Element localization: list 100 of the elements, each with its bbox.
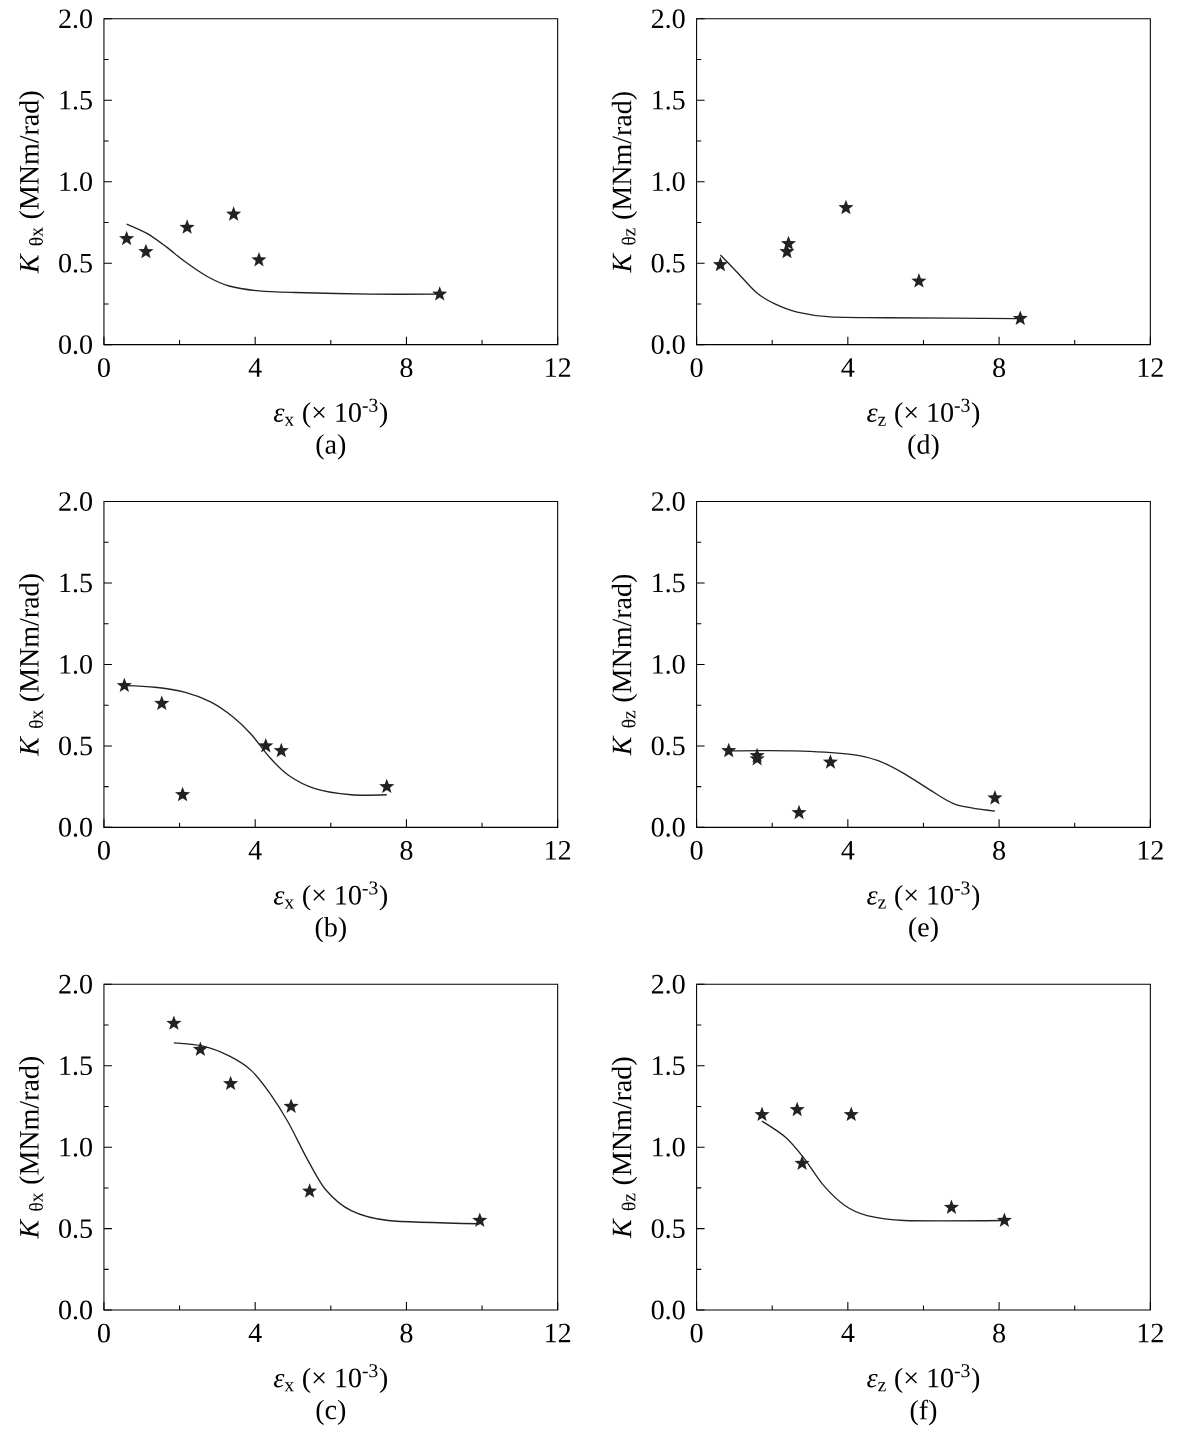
y-axis-title: K $_{θz}$ (MNm/rad) [611, 92, 637, 273]
x-tick-label: 12 [545, 1323, 570, 1343]
y-axis-title: K $_{θx}$ (MNm/rad) [18, 574, 45, 757]
y-tick-label: 1.5 [653, 573, 685, 593]
x-tick-label: 8 [400, 358, 413, 378]
text: (a) [316, 434, 345, 460]
point [720, 742, 737, 758]
text: (b) [315, 916, 346, 943]
x-axis-title: ε$_{x}$ (× 10$^{-3}$) [273, 398, 387, 428]
y-tick-label: 0.0 [651, 335, 685, 355]
point [431, 286, 448, 301]
y-tick-label: 0.5 [58, 1219, 92, 1239]
x-tick-label: 12 [1138, 840, 1163, 860]
x-tick-label: 0 [690, 358, 703, 378]
y-tick-label: 0.5 [58, 736, 92, 756]
y-tick-label: 2.0 [59, 974, 92, 994]
x-tick-label: 4 [841, 840, 855, 860]
point [791, 804, 807, 820]
point [273, 742, 289, 758]
point [911, 273, 927, 288]
y-tick-label: 1.5 [653, 90, 685, 110]
point [712, 256, 728, 272]
y-tick-label: 2.0 [651, 9, 685, 29]
point [166, 1015, 182, 1030]
x-tick-label: 4 [248, 358, 262, 377]
x-tick-label: 4 [248, 840, 262, 860]
point [780, 235, 796, 251]
y-tick-label: 1.0 [60, 654, 92, 674]
point [996, 1212, 1012, 1227]
y-axis-title: K $_{θx}$ (MNm/rad) [18, 1057, 45, 1239]
y-tick-label: 0.0 [58, 335, 92, 355]
point [251, 251, 267, 267]
y-tick-label: 0.0 [651, 817, 685, 837]
x-tick-label: 4 [841, 358, 855, 377]
point [838, 199, 854, 215]
y-tick-label: 2.0 [59, 492, 92, 512]
point [301, 1183, 318, 1198]
y-tick-label: 1.5 [653, 1056, 685, 1076]
point [843, 1106, 859, 1122]
y-tick-label: 2.0 [651, 974, 685, 994]
x-tick-label: 12 [1138, 1323, 1163, 1343]
y-tick-label: 1.0 [60, 172, 92, 192]
y-axis-title: K $_{θz}$ (MNm/rad) [611, 574, 637, 756]
x-tick-label: 12 [1138, 358, 1163, 377]
x-axis-title: ε$_{z}$ (× 10$^{-3}$) [867, 1364, 979, 1394]
x-tick-label: 8 [400, 840, 413, 860]
text: (c) [316, 1399, 345, 1426]
x-axis-title: ε$_{z}$ (× 10$^{-3}$) [867, 881, 979, 911]
point [283, 1098, 299, 1113]
y-tick-label: 0.0 [58, 1300, 92, 1320]
y-tick-label: 1.0 [653, 654, 685, 674]
point [822, 754, 838, 769]
x-tick-label: 8 [400, 1323, 413, 1343]
y-tick-label: 1.5 [60, 90, 92, 110]
point [258, 737, 274, 753]
y-tick-label: 1.0 [653, 172, 685, 192]
point [987, 790, 1003, 805]
point [179, 219, 195, 234]
x-tick-label: 4 [841, 1323, 855, 1343]
text: (e) [909, 916, 938, 943]
x-tick-label: 0 [97, 840, 110, 860]
y-tick-label: 1.5 [60, 573, 92, 593]
y-tick-label: 0.0 [58, 817, 92, 837]
y-axis-title: K $_{θz}$ (MNm/rad) [611, 1057, 637, 1239]
point [943, 1199, 959, 1214]
point [154, 695, 170, 711]
point [789, 1101, 805, 1117]
x-tick-label: 12 [545, 840, 570, 860]
y-axis-title: K $_{θx}$ (MNm/rad) [18, 91, 45, 274]
point [754, 1106, 770, 1122]
text: (d) [908, 434, 939, 460]
x-axis-title: ε$_{x}$ (× 10$^{-3}$) [273, 881, 387, 911]
x-tick-label: 4 [248, 1323, 262, 1343]
point [118, 230, 135, 246]
y-tick-label: 2.0 [59, 9, 92, 29]
x-tick-label: 8 [993, 1323, 1005, 1343]
point [138, 243, 154, 259]
y-tick-label: 0.5 [651, 736, 685, 756]
point [1012, 310, 1028, 326]
x-axis-title: ε$_{x}$ (× 10$^{-3}$) [273, 1364, 387, 1394]
y-tick-label: 1.0 [60, 1137, 92, 1157]
point [794, 1155, 810, 1170]
point [116, 677, 132, 693]
x-tick-label: 8 [993, 358, 1005, 378]
x-axis-title: ε$_{z}$ (× 10$^{-3}$) [867, 398, 979, 428]
point [379, 778, 395, 794]
y-tick-label: 0.0 [651, 1300, 685, 1320]
text: (f) [910, 1399, 937, 1426]
y-tick-label: 0.5 [651, 253, 685, 273]
y-tick-label: 1.5 [60, 1056, 92, 1076]
x-tick-label: 0 [690, 840, 703, 860]
point [472, 1212, 488, 1227]
point [174, 786, 191, 802]
y-tick-label: 2.0 [651, 492, 685, 512]
y-tick-label: 0.5 [58, 253, 92, 273]
point [192, 1041, 208, 1056]
point [222, 1075, 239, 1091]
y-tick-label: 1.0 [653, 1137, 685, 1157]
point [225, 206, 242, 221]
x-tick-label: 0 [690, 1323, 703, 1343]
